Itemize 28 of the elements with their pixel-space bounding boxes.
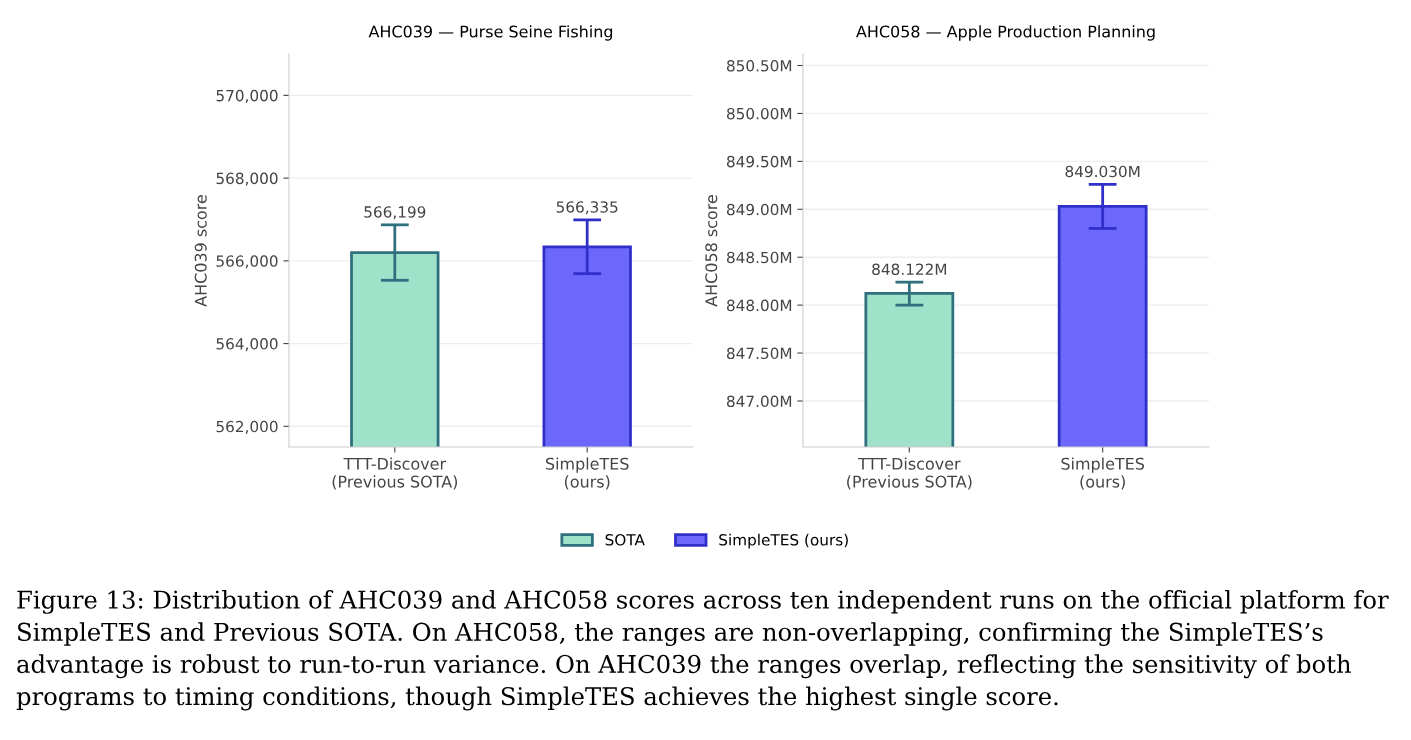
y-tick-label: 568,000 — [216, 172, 278, 186]
chart-title: AHC058 — Apple Production Planning — [856, 25, 1155, 41]
y-tick-label: 566,000 — [216, 255, 278, 269]
x-tick-label: SimpleTES (ours) — [1061, 457, 1145, 490]
y-tick-label: 562,000 — [216, 420, 278, 434]
y-axis-title: AHC039 score — [194, 195, 207, 307]
legend-label: SOTA — [605, 534, 645, 546]
y-tick-label: 850.50M — [726, 59, 792, 72]
y-tick-label: 847.00M — [726, 395, 792, 408]
y-tick-label: 848.50M — [726, 251, 792, 264]
x-tick-label: TTT-Discover (Previous SOTA) — [332, 457, 458, 490]
data-label: 848.122M — [872, 263, 947, 275]
y-tick-label: 849.00M — [726, 203, 792, 216]
y-tick-label: 570,000 — [216, 89, 278, 103]
y-tick-label: 850.00M — [726, 107, 792, 120]
y-axis-title: AHC058 score — [705, 195, 718, 307]
y-tick-label: 849.50M — [726, 155, 792, 168]
data-label: 566,199 — [364, 206, 426, 220]
x-tick-label: TTT-Discover (Previous SOTA) — [847, 457, 972, 490]
y-tick-label: 848.00M — [726, 299, 792, 312]
caption: Figure 13: Distribution of AHC039 and AHC058 scores across ten independent runs on the official platform for SimpleTES and Previous SOTA. On AHC058, the ranges are non-overlapping, confirming the SimpleTES’s advantage is robust to run-to-run variance. On AHC039 the ranges overlap, reflecting the sensitivity of both programs to timing conditions, though SimpleTES achieves the highest single score. — [16, 590, 1389, 711]
x-tick-label: SimpleTES (ours) — [545, 457, 629, 490]
chart-title: AHC039 — Purse Seine Fishing — [368, 25, 613, 41]
data-label: 849.030M — [1065, 165, 1140, 178]
y-tick-label: 847.50M — [726, 347, 792, 360]
legend-label: SimpleTES (ours) — [719, 533, 848, 549]
y-tick-label: 564,000 — [216, 338, 278, 352]
data-label: 566,335 — [556, 201, 618, 215]
